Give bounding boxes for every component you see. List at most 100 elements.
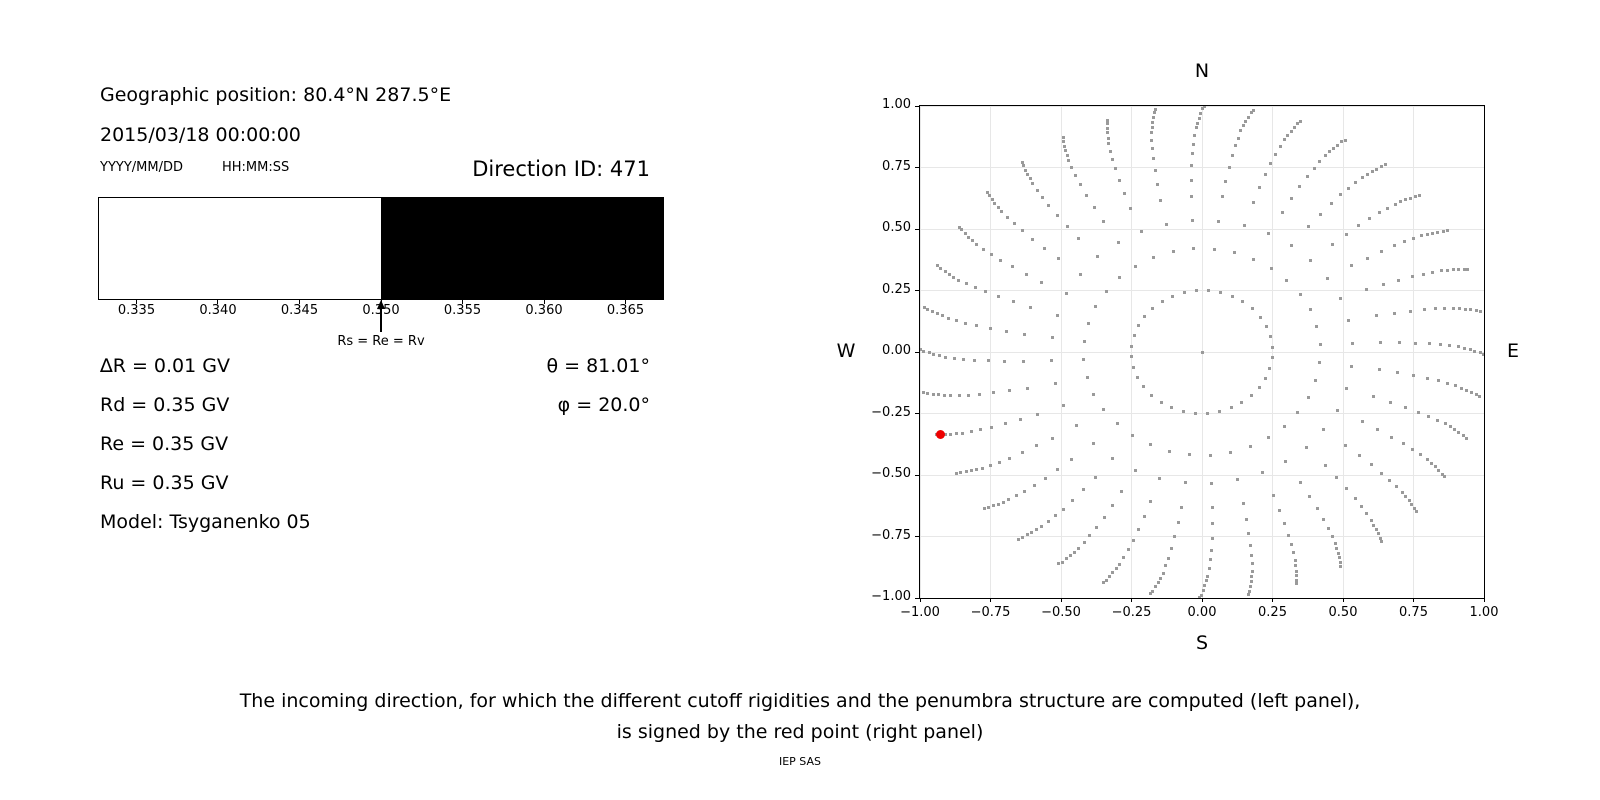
direction-dot [1382,283,1386,287]
direction-dot [1454,384,1458,388]
direction-dot [1294,582,1298,586]
direction-dot [1176,521,1180,525]
direction-dot [1445,229,1449,233]
direction-dot [1151,120,1155,124]
direction-dot [1414,194,1418,198]
direction-dot [1085,375,1089,379]
direction-dot [1111,504,1115,508]
direction-dot [1370,518,1373,522]
direction-dot [1427,342,1431,346]
direction-dot [1194,126,1198,130]
direction-dot [1469,308,1473,312]
direction-dot [1160,299,1164,303]
direction-dot [1055,313,1059,317]
direction-dot [1030,237,1034,241]
direction-dot [1152,111,1156,115]
direction-dot [1482,352,1484,356]
direction-dot [1305,174,1309,178]
direction-dot [1180,505,1183,509]
direction-dot [1252,257,1256,261]
direction-dot [1191,247,1195,251]
direction-dot [1035,188,1039,192]
direction-dot [1061,139,1065,143]
direction-dot [1241,300,1245,304]
direction-id-text: Direction ID: 471 [472,157,650,181]
direction-dot [1047,203,1051,207]
direction-dot [1043,476,1047,480]
direction-dot [1413,507,1417,511]
x-tick-label: 0.355 [443,303,482,318]
direction-dot [1375,167,1379,171]
y-tick-label: 0.50 [882,220,911,235]
direction-dot [1249,111,1253,115]
direction-dot [1314,378,1318,382]
grid-line-horizontal [920,106,1484,107]
x-tick-mark [380,300,382,304]
direction-dot [1401,442,1405,446]
direction-dot [1345,487,1349,491]
direction-dot [1289,543,1293,547]
direction-dot [1319,212,1323,216]
direction-dot [992,391,996,395]
direction-dot [1284,459,1288,463]
direction-dot [1336,143,1340,147]
direction-dot [987,193,991,197]
direction-dot [1050,336,1054,340]
y-tick-mark [915,290,919,291]
direction-dot [1365,512,1369,516]
x-tick-mark [1272,598,1273,602]
direction-dot [1077,237,1081,241]
direction-dot [1437,468,1441,472]
direction-dot [1296,122,1300,126]
direction-dot [1295,579,1299,583]
direction-dot [1161,572,1165,576]
direction-dot [931,310,935,314]
direction-dot [1216,219,1220,223]
direction-dot [1323,153,1327,157]
x-tick-label: −0.50 [1041,605,1081,620]
direction-dot [1345,387,1349,391]
direction-dot [1022,332,1026,336]
direction-dot [1207,566,1211,570]
direction-dot [1250,554,1254,558]
y-tick-label: −0.50 [871,466,911,481]
direction-dot [1344,232,1348,236]
direction-dot [926,307,930,311]
direction-dot [1068,554,1072,558]
direction-dot [1392,244,1396,248]
direction-dot [1289,196,1293,200]
direction-dot [1368,216,1372,220]
direction-dot [1207,289,1211,293]
direction-dot [1267,232,1271,236]
direction-dot [934,432,938,436]
direction-dot [1396,371,1400,375]
direction-dot [1435,418,1439,422]
direction-dot [1199,593,1203,597]
direction-dot [1067,158,1071,162]
direction-dot [1385,206,1389,210]
direction-dot [1143,515,1147,519]
direction-dot [1289,129,1293,133]
direction-dot [1441,472,1445,476]
direction-dot [1143,314,1147,318]
direction-dot [1294,573,1298,577]
direction-dot [1007,498,1011,502]
direction-dot [1376,428,1380,432]
direction-dot [1475,308,1478,312]
direction-dot [1414,510,1418,514]
direction-dot [1002,500,1006,504]
direction-dot [964,321,968,325]
date-format-label: YYYY/MM/DD [100,160,183,175]
direction-dot [1249,544,1253,548]
direction-dot [1153,168,1157,172]
direction-dot [1270,345,1274,349]
direction-dot [1078,183,1082,186]
direction-dot [989,252,993,256]
direction-dot [1374,314,1378,318]
direction-dot [1379,540,1383,544]
direction-dot [1459,386,1463,390]
direction-dot [999,258,1003,262]
direction-dot [1025,533,1029,537]
direction-dot [1389,400,1393,404]
grid-line-horizontal [920,228,1484,230]
